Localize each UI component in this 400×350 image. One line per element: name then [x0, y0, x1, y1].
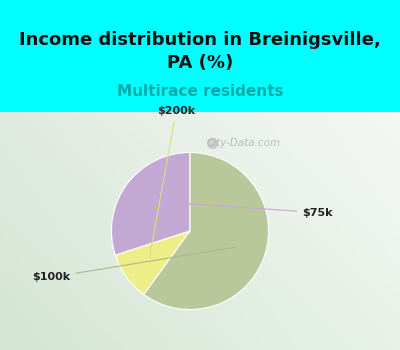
Text: Income distribution in Breinigsville,
PA (%): Income distribution in Breinigsville, PA…: [19, 32, 381, 71]
Wedge shape: [115, 231, 190, 295]
Text: $200k: $200k: [149, 106, 195, 258]
Wedge shape: [112, 153, 190, 255]
Text: $100k: $100k: [32, 247, 236, 282]
Text: $75k: $75k: [152, 201, 333, 217]
Wedge shape: [144, 153, 268, 309]
Text: City-Data.com: City-Data.com: [206, 138, 280, 148]
Text: Multirace residents: Multirace residents: [117, 84, 283, 99]
